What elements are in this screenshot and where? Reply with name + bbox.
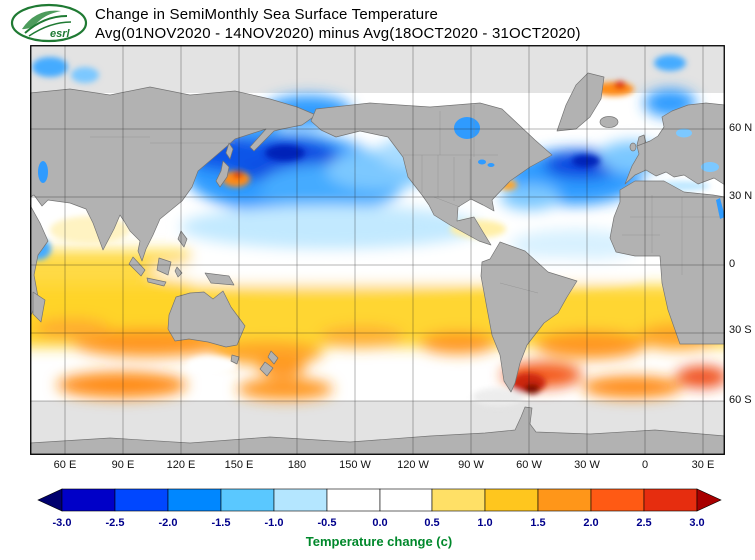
land-tasmania (230, 354, 240, 365)
land-antarctica (30, 406, 725, 455)
logo-swirl-2 (28, 21, 72, 37)
lat-label: 0 (729, 258, 736, 270)
land-new-guinea (204, 272, 235, 286)
logo-leaf-icon (22, 10, 61, 30)
colorbar-tick-label: 1.5 (530, 517, 545, 529)
colorbar-segment (114, 488, 169, 512)
colorbar-segment (431, 488, 486, 512)
land-madagascar (32, 291, 46, 323)
land-sumatra (128, 256, 146, 277)
lat-label: 60 S (729, 394, 752, 406)
colorbar-segment (167, 488, 222, 512)
land-sakhalin (225, 142, 234, 160)
colorbar-tick-label: 1.0 (477, 517, 492, 529)
logo-text: esrl (50, 28, 71, 40)
red-sea (716, 198, 725, 219)
chart-title: Change in SemiMonthly Sea Surface Temper… (95, 6, 439, 23)
colorbar-tick-label: -3.0 (53, 517, 72, 529)
land-eurasia (30, 86, 317, 262)
lon-label: 60 E (53, 459, 77, 471)
lat-label: 30 N (729, 190, 753, 202)
colorbar-segment (326, 488, 381, 512)
land-java (146, 277, 167, 287)
colorbar-segment (537, 488, 592, 512)
colorbar-segment (273, 488, 328, 512)
colorbar-segment (379, 488, 433, 512)
great-lakes (478, 159, 486, 165)
lon-label: 30 W (574, 459, 600, 471)
colorbar-tick-label: 3.0 (689, 517, 704, 529)
lat-label: 60 N (729, 122, 753, 134)
colorbar-segment (61, 488, 116, 512)
black-sea (701, 162, 719, 172)
colorbar-title: Temperature change (c) (306, 534, 452, 549)
map-frame (30, 45, 725, 455)
colorbar-arrow-right (696, 488, 722, 512)
land-greenland (556, 72, 605, 132)
land-japan (215, 160, 230, 188)
logo-ellipse (10, 3, 88, 43)
colorbar: -3.0 -2.5 -2.0 -1.5 -1.0 -0.5 0.0 0.5 1.… (37, 488, 722, 549)
country-borders (90, 105, 720, 294)
grid-lines (30, 45, 725, 455)
world-map (30, 45, 725, 455)
land-borneo (156, 257, 172, 276)
colorbar-tick-label: -2.0 (159, 517, 178, 529)
colorbar-segment (643, 488, 698, 512)
great-lakes-east (487, 163, 495, 167)
lat-label: 30 S (729, 324, 752, 336)
colorbar-segment (220, 488, 275, 512)
colorbar-tick-label: 0.5 (424, 517, 439, 529)
lon-label: 90 W (458, 459, 484, 471)
logo-swirl-1 (24, 15, 68, 34)
colorbar-segment (590, 488, 645, 512)
land-europe (624, 102, 725, 186)
land-new-zealand-north (267, 350, 279, 365)
inland-seas (38, 117, 725, 219)
lon-label: 60 W (516, 459, 542, 471)
lon-label: 180 (287, 459, 307, 471)
land-philippines (177, 230, 188, 248)
land-africa (609, 180, 725, 345)
lon-label: 120 W (397, 459, 429, 471)
baltic-sea (676, 128, 692, 138)
land-sulawesi (174, 266, 183, 278)
land-new-zealand-south (259, 361, 274, 377)
colorbar-tick-label: -2.5 (106, 517, 125, 529)
colorbar-tick-label: 0.0 (372, 517, 387, 529)
colorbar-tick-label: -0.5 (318, 517, 337, 529)
caspian-sea (38, 161, 48, 183)
colorbar-segment (484, 488, 539, 512)
lon-label: 30 E (691, 459, 715, 471)
land-north-america (310, 102, 553, 246)
lon-label: 150 E (224, 459, 254, 471)
colorbar-tick-label: -1.0 (265, 517, 284, 529)
hudson-bay (454, 117, 480, 139)
lon-label: 90 E (111, 459, 135, 471)
lon-label: 0 (641, 459, 649, 471)
colorbar-tick-label: -1.5 (212, 517, 231, 529)
noaa-esrl-logo: esrl (10, 3, 88, 43)
colorbar-arrow-left (37, 488, 63, 512)
land-iceland (599, 116, 619, 128)
lon-label: 120 E (166, 459, 196, 471)
land-masses (30, 72, 725, 455)
lon-label: 150 W (339, 459, 371, 471)
colorbar-tick-label: 2.5 (636, 517, 651, 529)
chart-subtitle: Avg(01NOV2020 - 14NOV2020) minus Avg(18O… (95, 25, 581, 42)
colorbar-tick-label: 2.0 (583, 517, 598, 529)
land-ireland (629, 142, 637, 152)
